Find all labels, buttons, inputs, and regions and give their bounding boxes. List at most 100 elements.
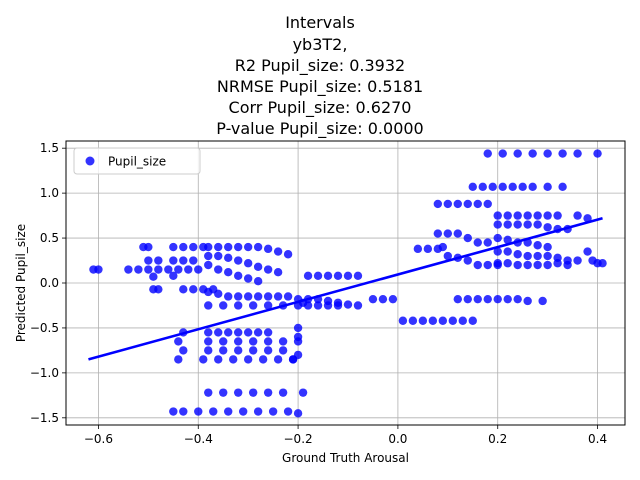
scatter-point (258, 355, 268, 364)
scatter-point (179, 407, 188, 416)
scatter-point (184, 265, 193, 274)
scatter-point (199, 355, 208, 364)
scatter-point (528, 182, 537, 192)
scatter-point (233, 271, 243, 281)
scatter-point (463, 256, 472, 265)
scatter-point (288, 355, 298, 364)
y-tick-label: 0.5 (40, 231, 59, 245)
scatter-point (478, 182, 487, 192)
scatter-point (204, 251, 213, 261)
scatter-point (493, 233, 502, 243)
scatter-point (174, 355, 183, 364)
scatter-point (438, 316, 448, 325)
scatter-point (174, 337, 183, 346)
scatter-point (238, 407, 248, 416)
scatter-point (483, 149, 492, 158)
scatter-point (463, 294, 472, 304)
scatter-point (533, 251, 542, 261)
scatter-point (224, 292, 233, 301)
scatter-point (278, 346, 288, 355)
scatter-point (503, 247, 512, 256)
scatter-point (453, 199, 462, 209)
scatter-point (194, 265, 203, 274)
scatter-point (224, 242, 233, 252)
scatter-point (443, 251, 453, 261)
scatter-point (513, 250, 522, 259)
legend: Pupil_size (73, 147, 201, 175)
x-tick-label: −0.4 (184, 432, 213, 446)
scatter-point (204, 301, 213, 310)
scatter-point (263, 244, 273, 254)
scatter-point (503, 294, 512, 304)
scatter-point (533, 211, 542, 220)
scatter-point (523, 260, 532, 270)
scatter-point (278, 337, 288, 346)
scatter-point (189, 256, 198, 265)
scatter-point (273, 292, 283, 301)
scatter-point (243, 292, 253, 301)
y-tick-label: −0.5 (30, 321, 59, 335)
scatter-point (513, 260, 522, 270)
scatter-point (453, 229, 462, 238)
scatter-point (323, 301, 333, 310)
scatter-point (473, 294, 482, 304)
scatter-point (283, 250, 293, 259)
scatter-point (204, 287, 213, 297)
scatter-point (169, 407, 178, 416)
scatter-point (513, 220, 522, 229)
scatter-point (543, 260, 552, 270)
scatter-point (543, 149, 552, 158)
scatter-point (523, 251, 532, 261)
x-tick-label: −0.6 (84, 432, 113, 446)
scatter-point (303, 271, 313, 281)
scatter-point (303, 301, 313, 310)
scatter-point (144, 256, 153, 265)
scatter-point (493, 220, 502, 229)
scatter-point (543, 223, 552, 232)
scatter-point (204, 242, 213, 252)
scatter-point (224, 328, 233, 337)
y-tick-label: −1.0 (30, 366, 59, 380)
scatter-point (298, 388, 308, 397)
scatter-point (493, 259, 502, 268)
scatter-point (253, 262, 263, 272)
scatter-point (263, 388, 273, 397)
scatter-point (169, 242, 178, 252)
scatter-point (583, 214, 592, 223)
regression-line (88, 217, 603, 361)
scatter-point (533, 220, 542, 229)
y-axis-label: Predicted Pupil_size (14, 224, 28, 342)
scatter-point (423, 244, 433, 254)
scatter-point (533, 260, 542, 270)
scatter-point (583, 247, 592, 256)
scatter-point (558, 149, 567, 158)
scatter-point (313, 301, 323, 310)
scatter-point (253, 242, 263, 252)
scatter-point (453, 294, 462, 304)
x-tick-label: 0.2 (488, 432, 507, 446)
scatter-point (219, 388, 228, 397)
chart-title-line-4: NRMSE Pupil_size: 0.5181 (216, 77, 424, 96)
scatter-point (533, 241, 542, 250)
scatter-point (214, 328, 223, 337)
scatter-point (273, 268, 283, 277)
scatter-point (144, 242, 153, 252)
scatter-point (598, 259, 607, 268)
scatter-point (219, 301, 228, 310)
scatter-point (513, 294, 522, 304)
scatter-point (94, 265, 103, 274)
y-tick-label: 1.5 (40, 141, 59, 155)
x-axis-label: Ground Truth Arousal (282, 451, 409, 465)
scatter-point (214, 355, 223, 364)
scatter-point (333, 301, 343, 310)
scatter-point (263, 346, 273, 355)
chart-title-line-2: yb3T2, (292, 35, 348, 54)
scatter-point (248, 346, 258, 355)
scatter-point (413, 244, 423, 254)
scatter-point (438, 242, 448, 252)
scatter-point (179, 242, 188, 252)
chart-title-line-5: Corr Pupil_size: 0.6270 (228, 98, 412, 117)
scatter-point (443, 229, 453, 238)
scatter-point (214, 242, 223, 252)
scatter-point (248, 301, 258, 310)
